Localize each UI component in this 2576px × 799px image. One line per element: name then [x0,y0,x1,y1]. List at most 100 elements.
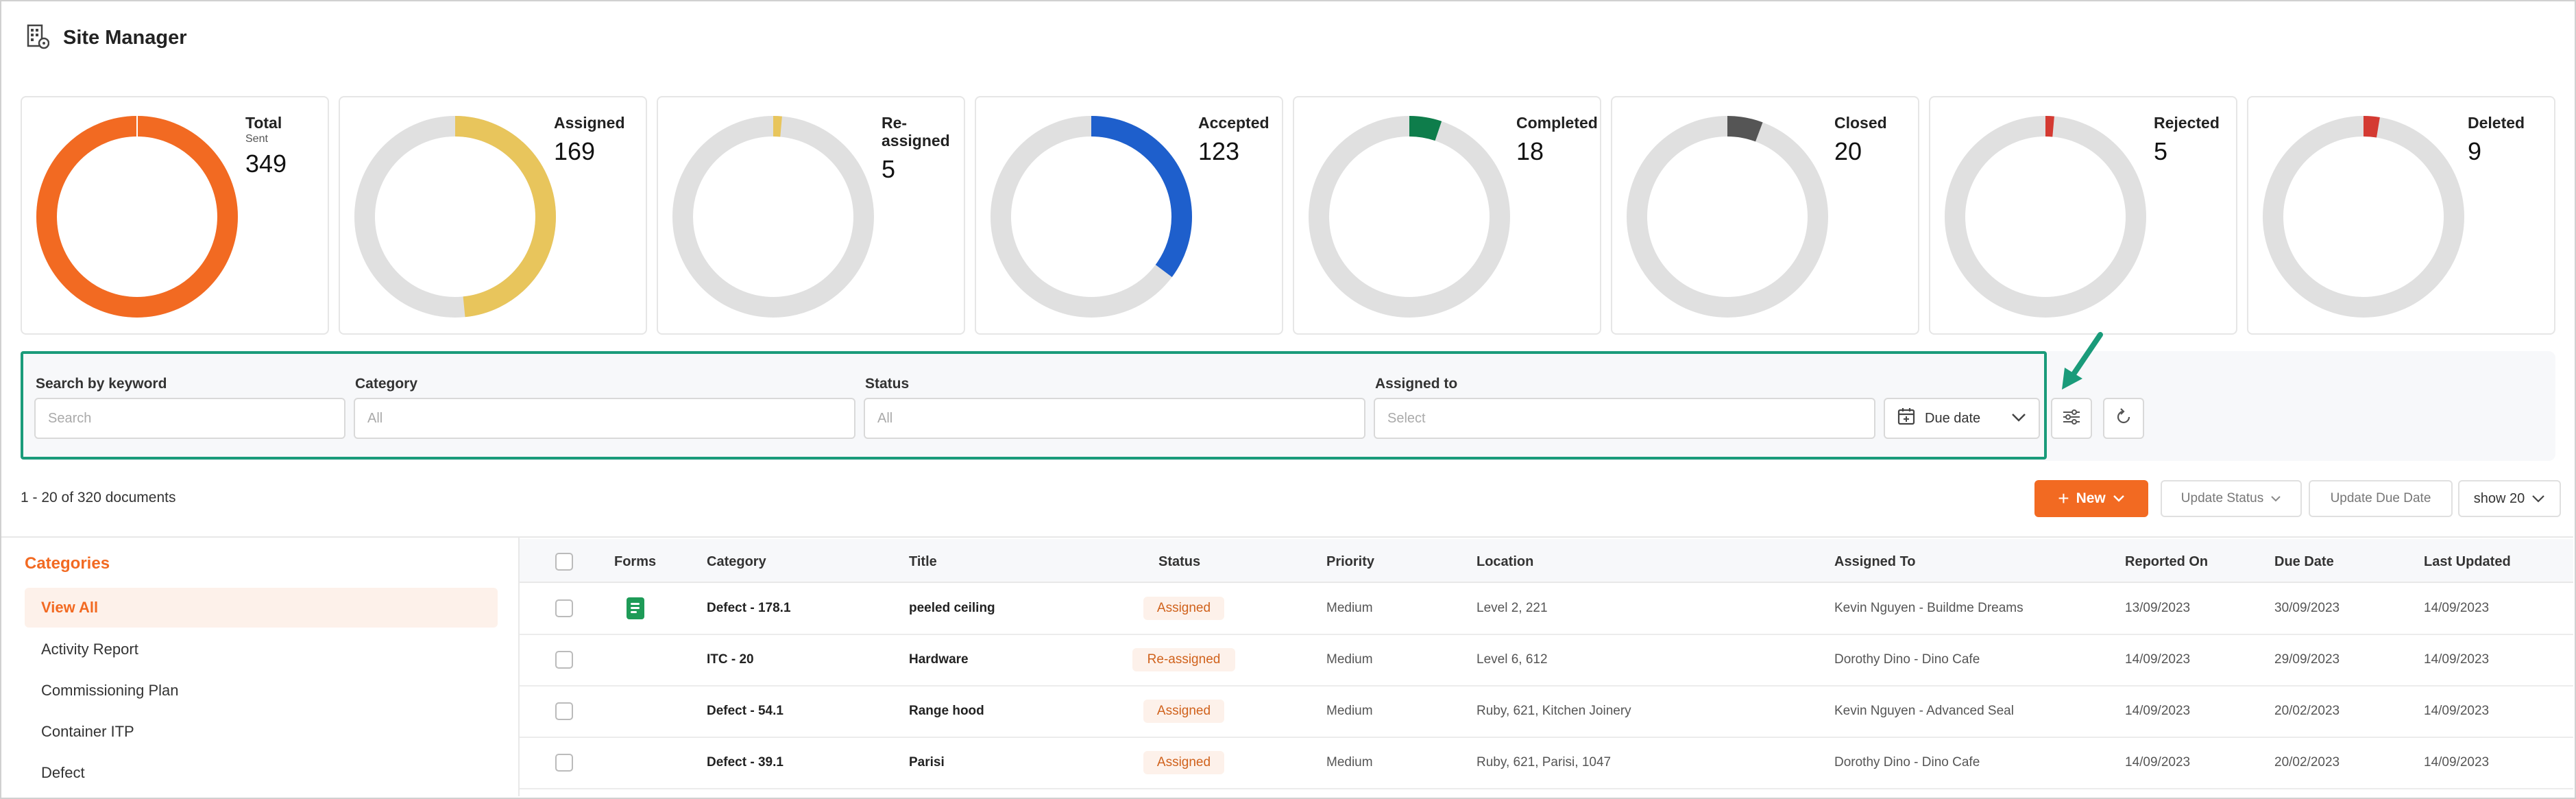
column-header-status[interactable]: Status [1158,554,1201,569]
categories-heading: Categories [25,554,110,573]
sidebar-divider [518,538,520,796]
stat-sublabel: Sent [245,133,268,145]
filter-settings-button[interactable] [2051,398,2092,439]
cell-assigned-to: Kevin Nguyen - Buildme Dreams [1834,601,2024,615]
status-badge: Assigned [1143,751,1224,774]
cell-title: Range hood [909,704,984,718]
search-input[interactable] [34,398,345,439]
app-header: Site Manager [26,21,187,55]
categories-sidebar [1,538,520,796]
row-divider [520,737,2573,738]
donut-chart [354,116,556,318]
donut-segment [354,116,556,318]
building-icon [26,23,50,53]
form-icon[interactable] [627,597,644,619]
stat-label: Closed [1834,114,1887,132]
category-select[interactable] [354,398,855,439]
new-button-label: New [2076,490,2106,506]
section-divider [1,536,2573,538]
donut-chart [1309,116,1510,318]
category-item-container-itp[interactable]: Container ITP [25,712,498,752]
cell-priority: Medium [1326,704,1373,718]
row-checkbox[interactable] [555,651,573,669]
column-header-last-updated[interactable]: Last Updated [2424,554,2511,569]
due-date-dropdown[interactable]: Due date [1884,398,2040,439]
stat-value: 349 [245,150,287,178]
cell-due-date: 29/09/2023 [2274,652,2340,667]
cell-reported-on: 14/09/2023 [2125,704,2191,718]
stat-card-closed[interactable]: Closed 20 [1611,96,1919,335]
column-header-priority[interactable]: Priority [1326,554,1375,569]
chevron-down-icon [2531,491,2545,507]
category-item-activity-report[interactable]: Activity Report [25,630,498,669]
update-due-date-button[interactable]: Update Due Date [2309,480,2453,517]
stat-card-deleted[interactable]: Deleted 9 [2247,96,2555,335]
category-item-defect[interactable]: Defect [25,753,498,793]
cell-category: ITC - 20 [707,652,754,667]
stat-label: Total [245,114,282,132]
status-badge: Assigned [1143,597,1224,620]
cell-last-updated: 14/09/2023 [2424,652,2490,667]
status-badge: Re-assigned [1132,648,1235,671]
stat-label: Assigned [554,114,625,132]
donut-segment [1945,116,2146,318]
column-header-category[interactable]: Category [707,554,766,569]
assigned-label: Assigned to [1375,376,1458,392]
stat-card-reassigned[interactable]: Re- assigned 5 [657,96,965,335]
donut-track [1945,116,2146,318]
form-icon-line [631,611,637,613]
update-status-button[interactable]: Update Status [2161,480,2302,517]
stat-label: Accepted [1198,114,1269,132]
refresh-icon [2114,407,2133,430]
stat-card-completed[interactable]: Completed 18 [1293,96,1601,335]
donut-segment [2263,116,2464,318]
category-item-commissioning-plan[interactable]: Commissioning Plan [25,671,498,711]
donut-chart [672,116,874,318]
stat-card-accepted[interactable]: Accepted 123 [975,96,1283,335]
chevron-down-icon [2011,411,2026,427]
filter-highlight-box [21,351,2047,460]
cell-due-date: 20/02/2023 [2274,704,2340,718]
column-header-reported-on[interactable]: Reported On [2125,554,2209,569]
stat-card-rejected[interactable]: Rejected 5 [1929,96,2237,335]
new-button[interactable]: + New [2034,480,2148,517]
reset-button[interactable] [2103,398,2144,439]
row-checkbox[interactable] [555,599,573,617]
donut-track [1627,116,1828,318]
category-item-label: Defect [41,764,85,781]
column-header-title[interactable]: Title [909,554,937,569]
status-select[interactable] [864,398,1365,439]
row-checkbox[interactable] [555,702,573,720]
cell-category: Defect - 178.1 [707,601,791,615]
column-header-location[interactable]: Location [1477,554,1534,569]
stat-card-assigned[interactable]: Assigned 169 [339,96,647,335]
plus-icon: + [2058,488,2069,509]
page-size-select[interactable]: show 20 [2458,480,2561,517]
sliders-icon [2062,408,2081,429]
cell-reported-on: 14/09/2023 [2125,755,2191,770]
cell-assigned-to: Dorothy Dino - Dino Cafe [1834,755,1980,770]
column-header-assigned-to[interactable]: Assigned To [1834,554,1916,569]
cell-due-date: 30/09/2023 [2274,601,2340,615]
stat-value: 169 [554,137,596,165]
cell-location: Level 2, 221 [1477,601,1548,615]
stat-label: Completed [1516,114,1598,132]
select-all-checkbox[interactable] [555,553,573,571]
keyword-label: Search by keyword [36,376,167,392]
donut-chart [991,116,1192,318]
update-status-label: Update Status [2180,491,2264,505]
due-date-label: Due date [1925,410,1981,426]
status-badge: Assigned [1143,700,1224,723]
form-icon-line [631,607,640,609]
column-header-due-date[interactable]: Due Date [2274,554,2334,569]
cell-reported-on: 14/09/2023 [2125,652,2191,667]
row-checkbox[interactable] [555,754,573,772]
donut-segment [1309,116,1510,318]
assigned-select[interactable] [1374,398,1875,439]
column-header-forms[interactable]: Forms [614,554,657,569]
stat-value: 123 [1198,137,1240,165]
stat-card-total[interactable]: Total Sent 349 [21,96,329,335]
chevron-down-icon [2113,490,2125,507]
category-item-view-all[interactable]: View All [25,588,498,628]
